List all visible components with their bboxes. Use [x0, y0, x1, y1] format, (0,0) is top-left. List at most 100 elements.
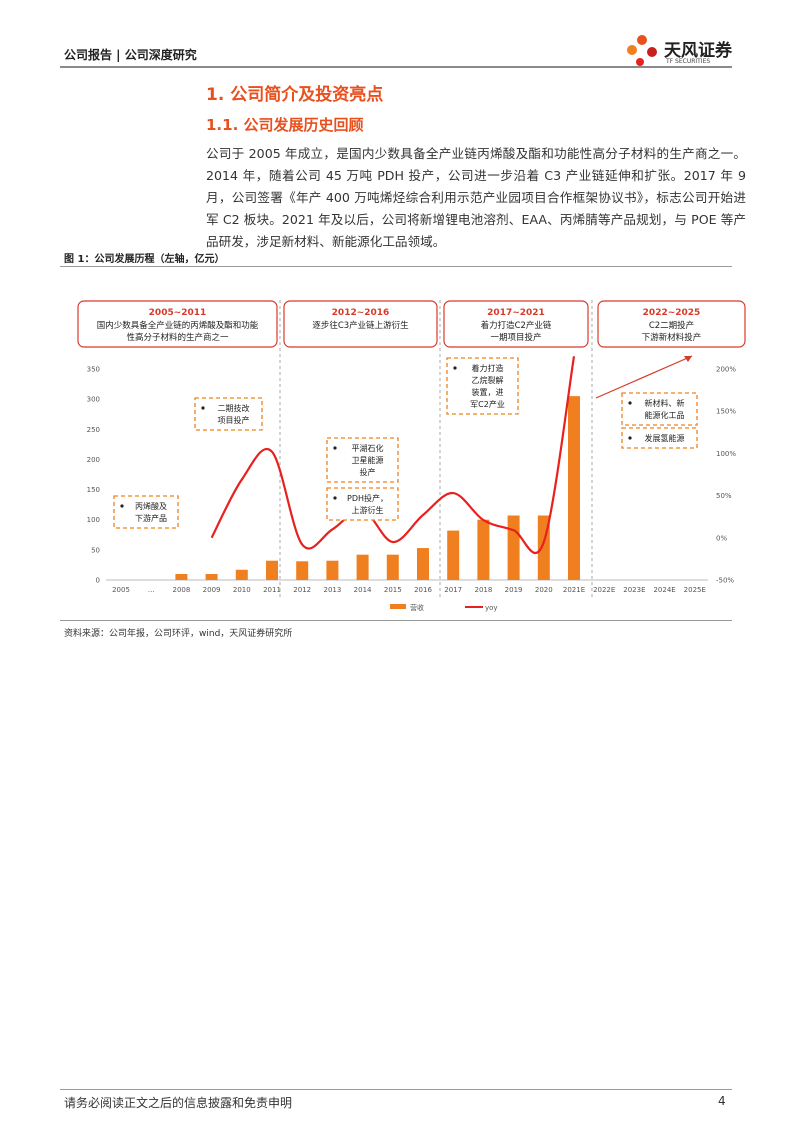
bar — [447, 530, 460, 580]
x-tick-label: 2017 — [444, 586, 462, 594]
bar — [356, 554, 369, 580]
y2-tick-label: 50% — [716, 492, 732, 500]
header-left: 公司报告 | 公司深度研究 — [64, 48, 197, 62]
bar — [205, 573, 218, 580]
x-tick-label: 2021E — [563, 586, 585, 594]
annotation-text: 卫星能源 — [352, 455, 384, 465]
x-tick-label: 2023E — [623, 586, 645, 594]
annotation-text: 着力打造 — [472, 363, 504, 373]
header-rule — [60, 66, 732, 68]
figure-caption: 图 1：公司发展历程（左轴，亿元） — [64, 254, 225, 265]
period-text: 下游新材料投产 — [642, 332, 702, 343]
legend-label: 营收 — [410, 603, 424, 612]
period-text: C2二期投产 — [649, 320, 694, 331]
annotation-text: 能源化工品 — [645, 410, 685, 420]
line — [210, 356, 576, 554]
bar — [326, 560, 339, 580]
legend-swatch — [390, 604, 406, 609]
y-tick-label: 350 — [87, 366, 100, 374]
x-tick-label: 2008 — [172, 586, 190, 594]
x-tick-label: 2005 — [112, 586, 130, 594]
bar — [507, 515, 520, 580]
y-tick-label: 0 — [96, 577, 100, 585]
y-tick-label: 300 — [87, 396, 100, 404]
y2-tick-label: -50% — [716, 577, 734, 585]
period-text: 逐步往C3产业链上游衍生 — [312, 320, 409, 331]
y-tick-label: 150 — [87, 486, 100, 494]
bar — [568, 396, 580, 580]
bar — [175, 573, 188, 580]
x-tick-label: 2010 — [233, 586, 251, 594]
x-tick-label: 2022E — [593, 586, 615, 594]
annotation-text: 投产 — [360, 467, 376, 477]
annotation-text: 平湖石化 — [352, 443, 384, 453]
y-tick-label: 250 — [87, 426, 100, 434]
y-tick-label: 100 — [87, 516, 100, 524]
annotation-box — [446, 357, 519, 415]
annotation-text: 发展氢能源 — [645, 433, 685, 443]
annotation-box — [621, 427, 698, 449]
annotation-bullet — [453, 366, 457, 370]
period-box — [283, 300, 438, 348]
annotation-text: 项目投产 — [218, 415, 250, 425]
x-tick-label: 2011 — [263, 586, 281, 594]
subheading: 1.1. 公司发展历史回顾 — [206, 116, 364, 134]
annotation-text: 新材料、新 — [645, 398, 685, 408]
source: 资料来源：公司年报，公司环评，wind，天风证券研究所 — [64, 629, 293, 639]
caption-rule — [60, 266, 732, 267]
annotation-text: PDH投产， — [347, 493, 388, 503]
x-tick-label: 2014 — [354, 586, 372, 594]
annotation-box — [194, 397, 263, 431]
legend-label: yoy — [485, 604, 498, 612]
annotation-text: 丙烯酸及 — [135, 501, 167, 511]
period-box — [597, 300, 746, 348]
annotation-box — [326, 487, 399, 521]
page-number: 4 — [718, 1094, 726, 1108]
annotation-text: 上游衍生 — [352, 505, 384, 515]
x-tick-label: 2015 — [384, 586, 402, 594]
period-title: 2017~2021 — [487, 308, 545, 318]
annotation-text: 下游产品 — [135, 513, 167, 523]
annotation-bullet — [201, 406, 205, 410]
period-text: 一期项目投产 — [490, 332, 541, 343]
y2-tick-label: 200% — [716, 366, 736, 374]
paragraph: 公司于 2005 年成立，是国内少数具备全产业链丙烯酸及酯和功能性高分子材料的生… — [206, 146, 746, 249]
x-tick-label: 2025E — [684, 586, 706, 594]
logo-sub: TF SECURITIES — [666, 58, 711, 65]
period-title: 2005~2011 — [149, 308, 207, 318]
annotation-bullet — [333, 446, 337, 450]
x-tick-label: 2012 — [293, 586, 311, 594]
bar — [235, 569, 248, 580]
source-rule — [60, 620, 732, 621]
annotation-bullet — [628, 401, 632, 405]
x-tick-label: 2020 — [535, 586, 553, 594]
trend-arrow — [595, 355, 693, 399]
bar — [417, 548, 429, 580]
x-tick-label: 2009 — [203, 586, 221, 594]
trend-arrow-head — [684, 356, 692, 362]
bar — [296, 561, 309, 580]
x-tick-label: 2018 — [474, 586, 492, 594]
footer-rule — [60, 1089, 732, 1090]
x-tick-label: ... — [148, 586, 155, 594]
annotation-bullet — [333, 496, 337, 500]
bar — [266, 560, 278, 580]
logo-text: 天风证券 — [664, 41, 732, 61]
logo-icon — [627, 35, 657, 66]
bar — [386, 554, 399, 580]
x-tick-label: 2013 — [323, 586, 341, 594]
annotation-text: 装置，进 — [472, 387, 504, 397]
period-title: 2022~2025 — [643, 308, 701, 318]
y-tick-label: 200 — [87, 456, 100, 464]
x-tick-label: 2019 — [505, 586, 523, 594]
annotation-box — [326, 437, 399, 483]
annotation-bullet — [628, 436, 632, 440]
y2-tick-label: 100% — [716, 450, 736, 458]
annotation-text: 二期技改 — [218, 403, 250, 413]
y2-tick-label: 150% — [716, 408, 736, 416]
footer-disclaimer: 请务必阅读正文之后的信息披露和免责申明 — [64, 1096, 293, 1110]
period-box — [443, 300, 589, 348]
y2-tick-label: 0% — [716, 534, 727, 542]
